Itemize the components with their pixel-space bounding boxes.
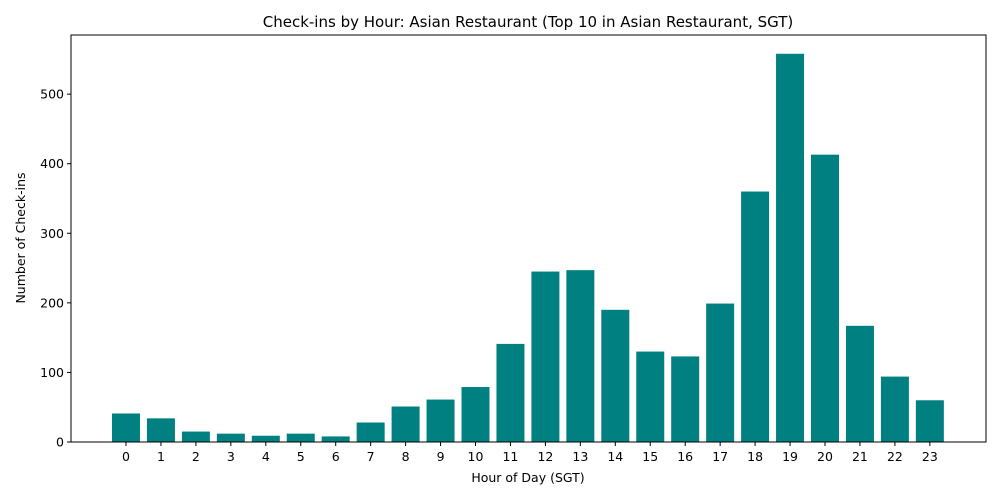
y-tick-label: 100 bbox=[40, 365, 64, 380]
bar-hour-19 bbox=[776, 53, 805, 442]
x-tick-label: 0 bbox=[122, 449, 130, 464]
bar-hour-23 bbox=[915, 400, 944, 442]
x-ticks-group: 0 1 2 3 4 5 6 7 8 9 10 11 12 13 14 15 16 17 18 19 20 21 22 23 bbox=[122, 442, 938, 464]
bar-hour-22 bbox=[880, 376, 909, 442]
bar-hour-17 bbox=[706, 303, 735, 442]
bars-group bbox=[112, 53, 944, 442]
x-tick-label: 22 bbox=[887, 449, 903, 464]
y-ticks-group: 0 100 200 300 400 500 bbox=[40, 87, 71, 450]
x-tick-label: 20 bbox=[817, 449, 833, 464]
x-tick-label: 3 bbox=[227, 449, 235, 464]
x-axis-label: Hour of Day (SGT) bbox=[471, 470, 584, 485]
bar-hour-4 bbox=[251, 435, 280, 442]
bar-hour-11 bbox=[496, 343, 525, 442]
bar-hour-7 bbox=[356, 422, 385, 442]
y-tick-label: 0 bbox=[56, 435, 64, 450]
bar-hour-1 bbox=[146, 418, 175, 442]
x-tick-label: 6 bbox=[332, 449, 340, 464]
plot-frame bbox=[70, 34, 987, 443]
x-tick-label: 13 bbox=[572, 449, 588, 464]
x-tick-label: 4 bbox=[262, 449, 270, 464]
bar-hour-16 bbox=[671, 356, 700, 442]
x-tick-label: 11 bbox=[502, 449, 518, 464]
x-tick-label: 14 bbox=[607, 449, 623, 464]
bar-hour-20 bbox=[811, 154, 839, 442]
x-tick-label: 21 bbox=[852, 449, 868, 464]
bar-hour-18 bbox=[741, 191, 770, 442]
x-tick-label: 17 bbox=[712, 449, 728, 464]
x-tick-label: 19 bbox=[782, 449, 798, 464]
x-tick-label: 15 bbox=[642, 449, 658, 464]
bar-hour-14 bbox=[601, 309, 630, 442]
bar-hour-9 bbox=[426, 399, 455, 442]
bar-hour-5 bbox=[286, 433, 315, 442]
bar-hour-21 bbox=[845, 325, 874, 442]
bar-hour-3 bbox=[216, 433, 245, 442]
bar-hour-12 bbox=[531, 271, 560, 442]
bar-hour-6 bbox=[321, 436, 350, 442]
bar-hour-15 bbox=[636, 351, 665, 442]
bar-hour-0 bbox=[112, 413, 140, 442]
bar-hour-13 bbox=[566, 270, 595, 442]
x-tick-label: 8 bbox=[402, 449, 410, 464]
x-tick-label: 2 bbox=[192, 449, 200, 464]
x-tick-label: 1 bbox=[157, 449, 165, 464]
x-tick-label: 10 bbox=[468, 449, 484, 464]
y-tick-label: 200 bbox=[40, 295, 64, 310]
bar-hour-8 bbox=[391, 406, 420, 442]
x-tick-label: 5 bbox=[297, 449, 305, 464]
chart-title: Check-ins by Hour: Asian Restaurant (Top… bbox=[263, 13, 794, 31]
x-tick-label: 23 bbox=[922, 449, 938, 464]
x-tick-label: 12 bbox=[537, 449, 553, 464]
y-tick-label: 500 bbox=[40, 87, 64, 102]
x-tick-label: 9 bbox=[437, 449, 445, 464]
bar-hour-2 bbox=[181, 431, 210, 442]
x-tick-label: 7 bbox=[367, 449, 375, 464]
x-tick-label: 18 bbox=[747, 449, 763, 464]
y-axis-label: Number of Check-ins bbox=[13, 172, 28, 303]
y-tick-label: 400 bbox=[40, 156, 64, 171]
bar-hour-10 bbox=[461, 387, 490, 442]
x-tick-label: 16 bbox=[677, 449, 693, 464]
y-tick-label: 300 bbox=[40, 226, 64, 241]
